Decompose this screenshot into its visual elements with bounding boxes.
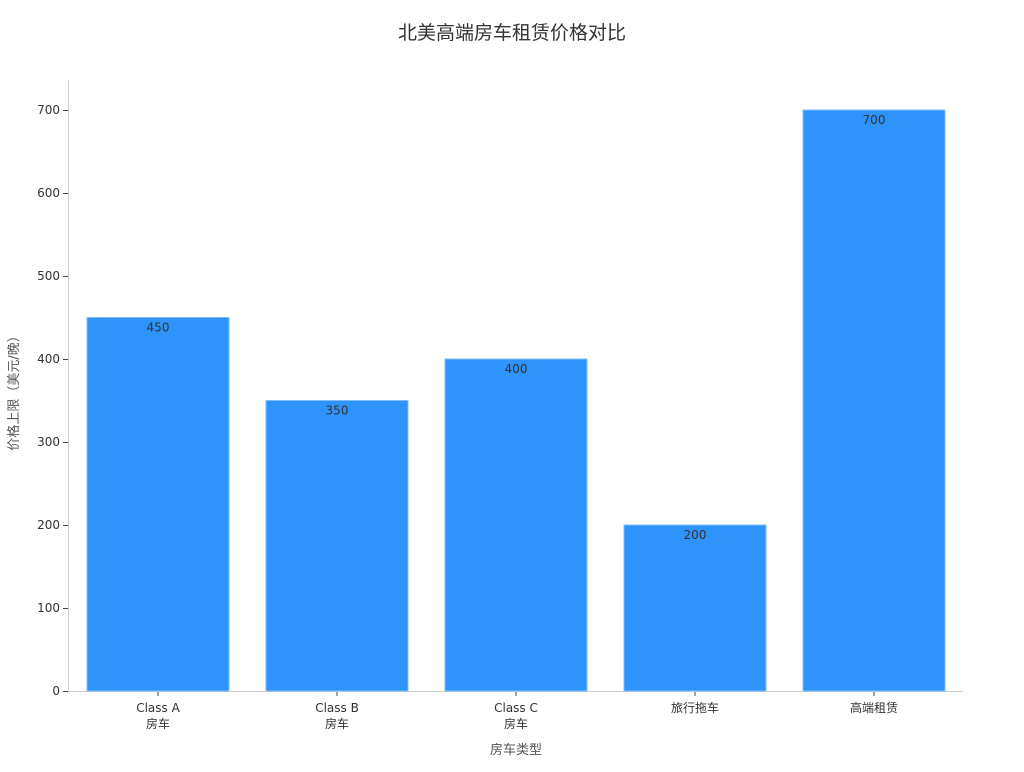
x-tick-label-line: 房车 <box>325 716 349 731</box>
y-tick-label: 100 <box>37 601 60 615</box>
bar <box>623 524 767 692</box>
x-tick-label-line: Class A <box>136 701 180 715</box>
chart-title: 北美高端房车租赁价格对比 <box>398 22 626 44</box>
y-tick-label: 400 <box>37 352 60 366</box>
data-label: 200 <box>684 528 707 542</box>
x-tick-label-line: Class C <box>494 701 538 715</box>
bar <box>86 317 230 692</box>
data-label: 350 <box>326 404 349 418</box>
x-axis-label: 房车类型 <box>490 742 542 758</box>
data-label: 700 <box>863 113 886 127</box>
bar <box>265 400 409 692</box>
x-tick-label: Class B 房车 <box>315 701 359 731</box>
y-tick-label: 700 <box>37 103 60 117</box>
y-tick-label: 0 <box>52 684 60 698</box>
y-axis-label: 价格上限（美元/晚） <box>6 329 22 450</box>
bar <box>802 109 946 692</box>
data-label: 400 <box>505 362 528 376</box>
y-tick-label: 500 <box>37 269 60 283</box>
x-tick-label-line: 房车 <box>504 716 528 731</box>
x-tick-label-line: 旅行拖车 <box>671 700 719 715</box>
x-tick-label: Class A 房车 <box>136 701 180 731</box>
x-tick-label-line: 高端租赁 <box>850 700 898 715</box>
data-label: 450 <box>147 321 170 335</box>
x-tick-label: Class C 房车 <box>494 701 538 731</box>
x-tick-label: 旅行拖车 <box>671 700 719 715</box>
bar <box>444 358 588 692</box>
x-tick-label-line: Class B <box>315 701 359 715</box>
x-tick-label: 高端租赁 <box>850 700 898 715</box>
y-tick-label: 300 <box>37 435 60 449</box>
y-tick-label: 600 <box>37 186 60 200</box>
x-tick-label-line: 房车 <box>146 716 170 731</box>
y-tick-label: 200 <box>37 518 60 532</box>
